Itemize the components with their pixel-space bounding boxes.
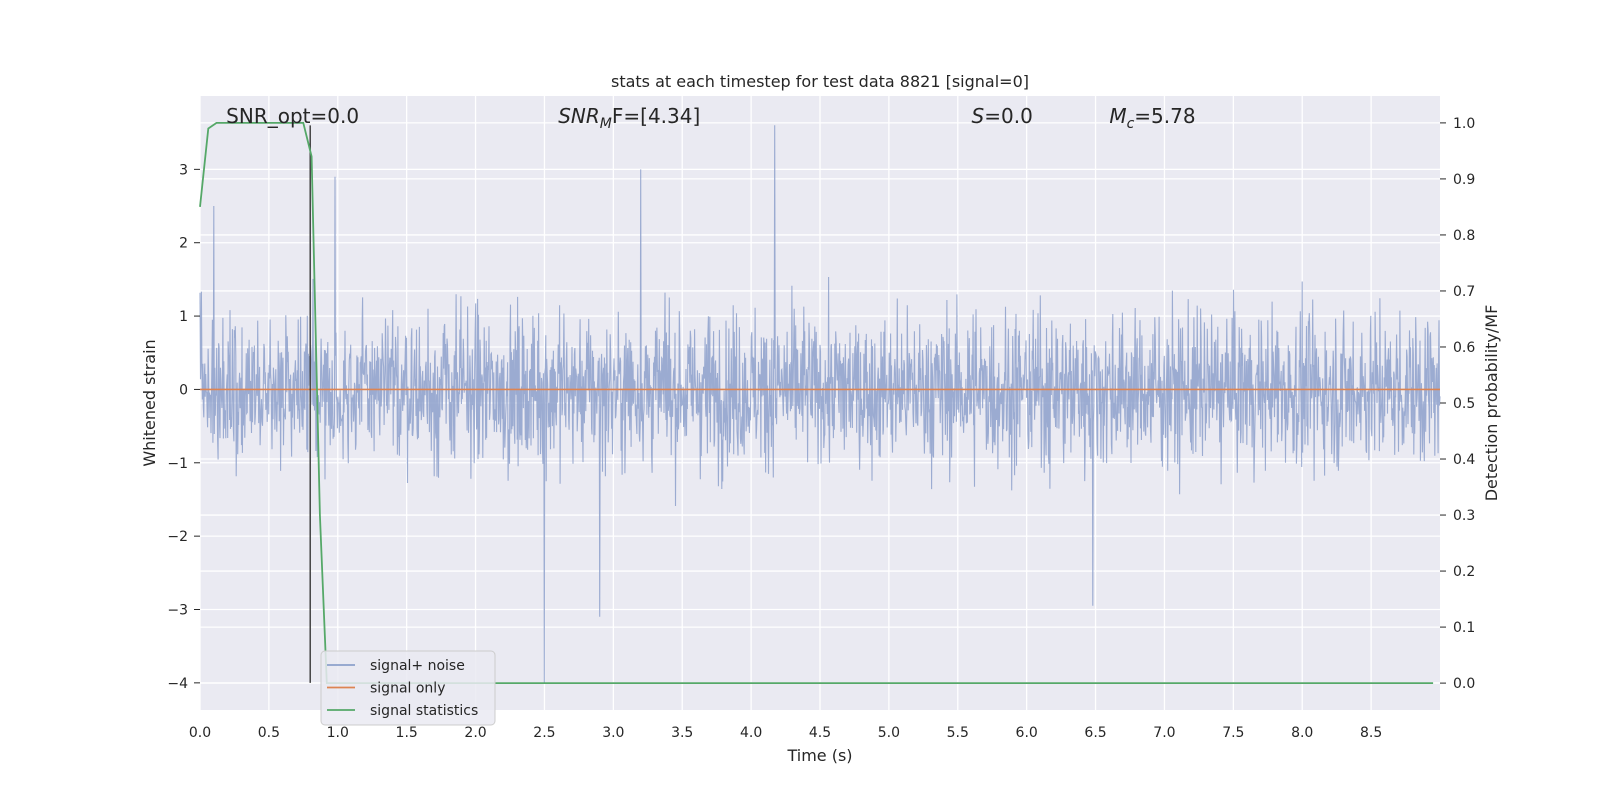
annotation: SNR_opt=0.0 [226,104,359,128]
x-tick-label: 0.5 [258,725,280,741]
series-signal-statistics-line [199,122,1434,684]
axes: 0.0 0.5 1.0 1.5 2.0 2.5 3.0 3.5 4.0 4.5 5.0 5.5 6.0 6… [167,116,1475,741]
x-axis-label: Time (s) [786,746,852,765]
y2-tick-label: 0.0 [1453,676,1475,692]
y-tick-label: 3 [179,162,188,178]
y2-tick-label: 1.0 [1453,116,1475,132]
annotations: SNR_opt=0.0 SNRMF=[4.34] S=0.0 Mc=5.78 [226,104,1195,132]
y-tick-label: −4 [167,676,188,692]
y-tick-label: −2 [167,529,188,545]
x-tick-label: 2.5 [533,725,555,741]
x-tick-label: 6.5 [1084,725,1106,741]
x-tick-label: 8.0 [1291,725,1313,741]
annotation: Mc=5.78 [1109,104,1195,132]
x-tick-label: 3.5 [671,725,693,741]
plot-marks [199,122,1441,684]
annotation-value: =0.0 [984,104,1033,128]
annotation: S=0.0 [972,104,1033,128]
legend: signal+ noise signal only signal statistic… [320,650,496,726]
annotation-value: F=[4.34] [612,104,700,128]
y-tick-label: 1 [179,309,188,325]
y2-tick-label: 0.1 [1453,620,1475,636]
y-tick-label: −1 [167,456,188,472]
x-tick-label: 4.5 [809,725,831,741]
x-tick-label: 7.0 [1153,725,1175,741]
legend-label: signal only [370,681,445,697]
y2-tick-label: 0.3 [1453,508,1475,524]
y2-axis-label: Detection probability/MF [1482,305,1501,502]
x-tick-label: 5.0 [878,725,900,741]
chart-title: stats at each timestep for test data 882… [611,72,1029,91]
y-axis-label: Whitened strain [140,339,159,466]
y2-tick-label: 0.7 [1453,284,1475,300]
x-tick-label: 2.0 [464,725,486,741]
legend-label: signal+ noise [370,658,465,674]
legend-box [320,650,496,726]
annotation-subscript: c [1127,116,1135,132]
annotation-symbol: SNR [558,104,600,128]
x-tick-label: 5.5 [947,725,969,741]
y2-tick-label: 0.5 [1453,396,1475,412]
annotation-symbol: M [1109,104,1126,128]
x-tick-label: 4.0 [740,725,762,741]
x-tick-label: 1.5 [396,725,418,741]
y-tick-label: 2 [179,236,188,252]
y2-tick-label: 0.9 [1453,172,1475,188]
y2-tick-label: 0.2 [1453,564,1475,580]
y2-tick-label: 0.4 [1453,452,1475,468]
annotation-symbol: S [972,104,985,128]
x-tick-label: 6.0 [1016,725,1038,741]
x-tick-label: 8.5 [1360,725,1382,741]
y-tick-label: −3 [167,603,188,619]
x-tick-label: 3.0 [602,725,624,741]
y2-tick-label: 0.8 [1453,228,1475,244]
x-tick-label: 7.5 [1222,725,1244,741]
annotation: SNRMF=[4.34] [558,104,700,132]
legend-label: signal statistics [370,703,478,719]
y-tick-label: 0 [179,382,188,398]
x-tick-label: 1.0 [327,725,349,741]
x-tick-label: 0.0 [189,725,211,741]
y2-tick-label: 0.6 [1453,340,1475,356]
annotation-subscript: M [600,116,612,132]
annotation-value: =5.78 [1134,104,1195,128]
series-signal-noise-line [199,125,1441,683]
